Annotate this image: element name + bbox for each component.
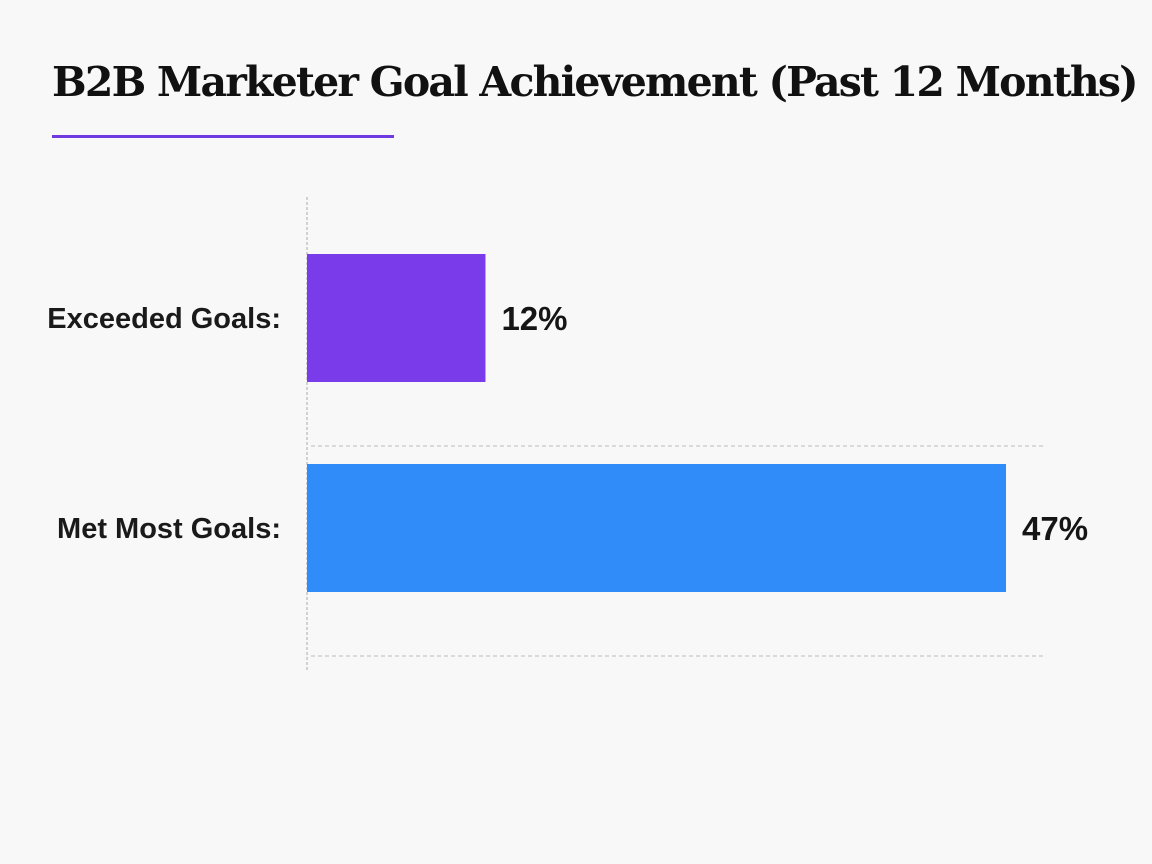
chart-title: B2B Marketer Goal Achievement (Past 12 M… bbox=[52, 58, 1139, 106]
title-underline bbox=[52, 135, 394, 138]
category-label-1: Met Most Goals: bbox=[57, 513, 281, 545]
category-label-0: Exceeded Goals: bbox=[47, 303, 281, 335]
bar-0 bbox=[307, 254, 486, 382]
value-label-0: 12% bbox=[501, 300, 567, 337]
bar-1 bbox=[307, 464, 1006, 592]
value-label-1: 47% bbox=[1022, 510, 1088, 547]
